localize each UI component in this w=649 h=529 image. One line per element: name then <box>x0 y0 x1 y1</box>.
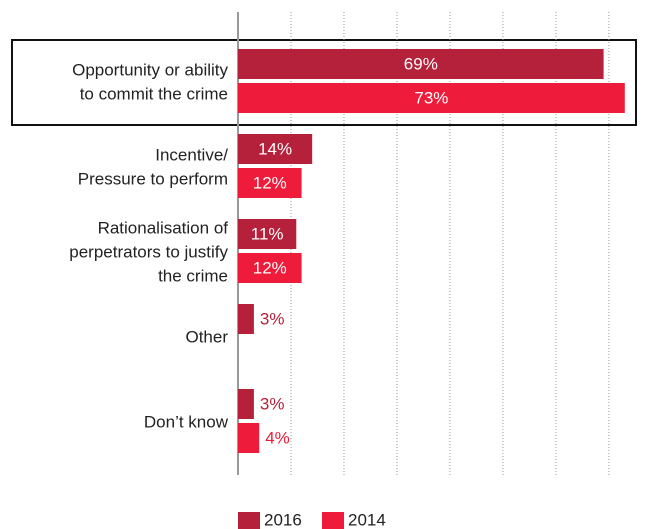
legend-swatch <box>238 512 260 529</box>
category-label: Incentive/ <box>155 145 228 164</box>
value-label: 14% <box>258 139 292 158</box>
highlight-box <box>11 39 637 126</box>
value-label: 12% <box>253 173 287 192</box>
value-label: 11% <box>251 224 284 243</box>
category-label: to commit the crime <box>80 84 228 103</box>
category-label: Pressure to perform <box>78 169 228 188</box>
bar <box>238 83 625 113</box>
bar <box>238 304 254 334</box>
category-label: Opportunity or ability <box>72 60 228 79</box>
category-label: the crime <box>158 266 228 285</box>
bar <box>238 134 313 164</box>
value-label: 4% <box>265 428 290 447</box>
category-label: Don’t know <box>144 412 229 431</box>
bar <box>238 389 254 419</box>
legend-label: 2014 <box>348 510 386 529</box>
value-label: 12% <box>253 258 287 277</box>
bar <box>238 253 302 283</box>
category-label: perpetrators to justify <box>69 242 228 261</box>
bar <box>238 49 604 79</box>
value-label: 3% <box>260 309 285 328</box>
legend-swatch <box>322 512 344 529</box>
value-label: 3% <box>260 394 285 413</box>
category-label: Rationalisation of <box>98 218 229 237</box>
value-label: 69% <box>404 54 438 73</box>
bar <box>238 219 297 249</box>
bar <box>238 423 260 453</box>
bar <box>238 168 302 198</box>
value-label: 73% <box>414 88 448 107</box>
category-label: Other <box>185 327 228 346</box>
legend-label: 2016 <box>264 510 302 529</box>
